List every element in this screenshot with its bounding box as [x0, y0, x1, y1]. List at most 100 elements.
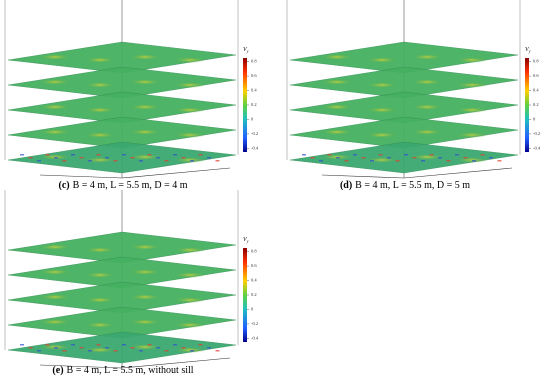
velocity-patch [207, 347, 211, 349]
velocity-patch [174, 107, 206, 113]
velocity-patch [130, 157, 135, 159]
velocity-patch [319, 160, 323, 162]
velocity-patch [387, 157, 391, 159]
velocity-patch [181, 157, 186, 159]
caption-label: (d) [340, 180, 352, 191]
velocity-patch [456, 107, 488, 113]
symbol: V [243, 237, 248, 243]
velocity-patch [321, 79, 353, 85]
velocity-patch [366, 107, 398, 113]
colorbar-tick-label: 0.6 [251, 263, 257, 268]
velocity-patch [129, 104, 161, 110]
velocity-patch [411, 154, 443, 160]
velocity-patch [353, 154, 357, 156]
velocity-patch [456, 82, 488, 88]
colorbar-tick-label: 0.8 [251, 59, 257, 64]
velocity-patch [327, 154, 332, 156]
velocity-patch [79, 157, 84, 159]
velocity-patch [130, 347, 135, 349]
velocity-patch [174, 82, 206, 88]
velocity-slice [7, 256, 237, 289]
velocity-patch [156, 157, 160, 159]
velocity-patch [84, 247, 116, 253]
velocity-patch [54, 347, 58, 349]
velocity-patch [129, 154, 161, 160]
velocity-patch [28, 157, 33, 159]
velocity-patch [207, 157, 211, 159]
velocity-patch [310, 157, 315, 159]
caption: (e) B = 4 m, L = 5.5 m, without sill [52, 365, 193, 376]
velocity-patch [20, 154, 24, 156]
colorbar-tick-label: 0.6 [251, 73, 257, 78]
velocity-patch [113, 160, 118, 162]
velocity-patch [174, 297, 206, 303]
velocity-patch [39, 129, 71, 135]
colorbar-tick-label: -0.2 [251, 321, 258, 326]
velocity-patch [336, 157, 340, 159]
velocity-patch [173, 344, 177, 346]
symbol: V [525, 47, 530, 53]
velocity-patch [88, 160, 92, 162]
velocity-patch [344, 160, 349, 162]
velocity-patch [215, 350, 220, 352]
velocity-patch [361, 157, 366, 159]
velocity-patch [378, 154, 383, 156]
colorbar-tick-label: 0.6 [533, 73, 539, 78]
colorbar-title: Vy [243, 47, 249, 53]
velocity-patch [321, 54, 353, 60]
velocity-patch [366, 57, 398, 63]
velocity-patch [39, 269, 71, 275]
velocity-patch [181, 347, 186, 349]
velocity-patch [139, 350, 143, 352]
velocity-patch [302, 154, 306, 156]
velocity-patch [129, 294, 161, 300]
velocity-patch [198, 154, 203, 156]
velocity-patch [438, 157, 442, 159]
velocity-patch [84, 297, 116, 303]
velocity-patch [366, 82, 398, 88]
velocity-patch [174, 132, 206, 138]
velocity-patch [412, 157, 417, 159]
velocity-slice [7, 116, 237, 149]
velocity-patch [84, 132, 116, 138]
velocity-slice [7, 41, 237, 74]
colorbar [243, 248, 247, 342]
velocity-patch [96, 154, 101, 156]
velocity-patch [174, 247, 206, 253]
panel: Vy 0.8 0.6 0.4 0.2 0 -0.2 -0.4 (e) B = 4 m, L = 5… [4, 190, 259, 376]
colorbar-tick-label: -0.2 [533, 131, 540, 136]
velocity-patch [84, 322, 116, 328]
colorbar-tick-label: 0.8 [533, 59, 539, 64]
velocity-patch [489, 157, 493, 159]
velocity-patch [37, 160, 41, 162]
caption-text: B = 4 m, L = 5.5 m, without sill [67, 365, 194, 376]
velocity-patch [84, 272, 116, 278]
velocity-patch [147, 154, 152, 156]
velocity-patch [174, 272, 206, 278]
velocity-patch [129, 54, 161, 60]
velocity-slice [7, 141, 237, 174]
velocity-patch [62, 160, 67, 162]
subscript: y [246, 48, 249, 53]
velocity-patch [446, 160, 451, 162]
colorbar-tick-label: -0.2 [251, 131, 258, 136]
velocity-patch [463, 157, 468, 159]
colorbar-tick-label: 0.4 [533, 88, 539, 93]
colorbar-tick-label: 0.2 [533, 102, 539, 107]
velocity-patch [79, 347, 84, 349]
panel: Vy 0.8 0.6 0.4 0.2 0 -0.2 -0.4 (d) B = 4 m, L = 5… [286, 0, 541, 191]
velocity-patch [39, 79, 71, 85]
caption: (c) B = 4 m, L = 5.5 m, D = 4 m [59, 180, 188, 191]
colorbar [525, 58, 529, 152]
velocity-patch [497, 160, 502, 162]
velocity-patch [164, 160, 169, 162]
velocity-patch [411, 104, 443, 110]
velocity-slice [289, 41, 519, 74]
colorbar-tick-label: -0.4 [251, 145, 259, 150]
panel: Vy 0.8 0.6 0.4 0.2 0 -0.2 -0.4 (c) B = 4 m, L = 5… [4, 0, 259, 191]
velocity-slice [7, 281, 237, 314]
velocity-patch [321, 129, 353, 135]
colorbar-tick-label: 0.2 [251, 102, 257, 107]
colorbar-tick-label: 0.2 [251, 292, 257, 297]
